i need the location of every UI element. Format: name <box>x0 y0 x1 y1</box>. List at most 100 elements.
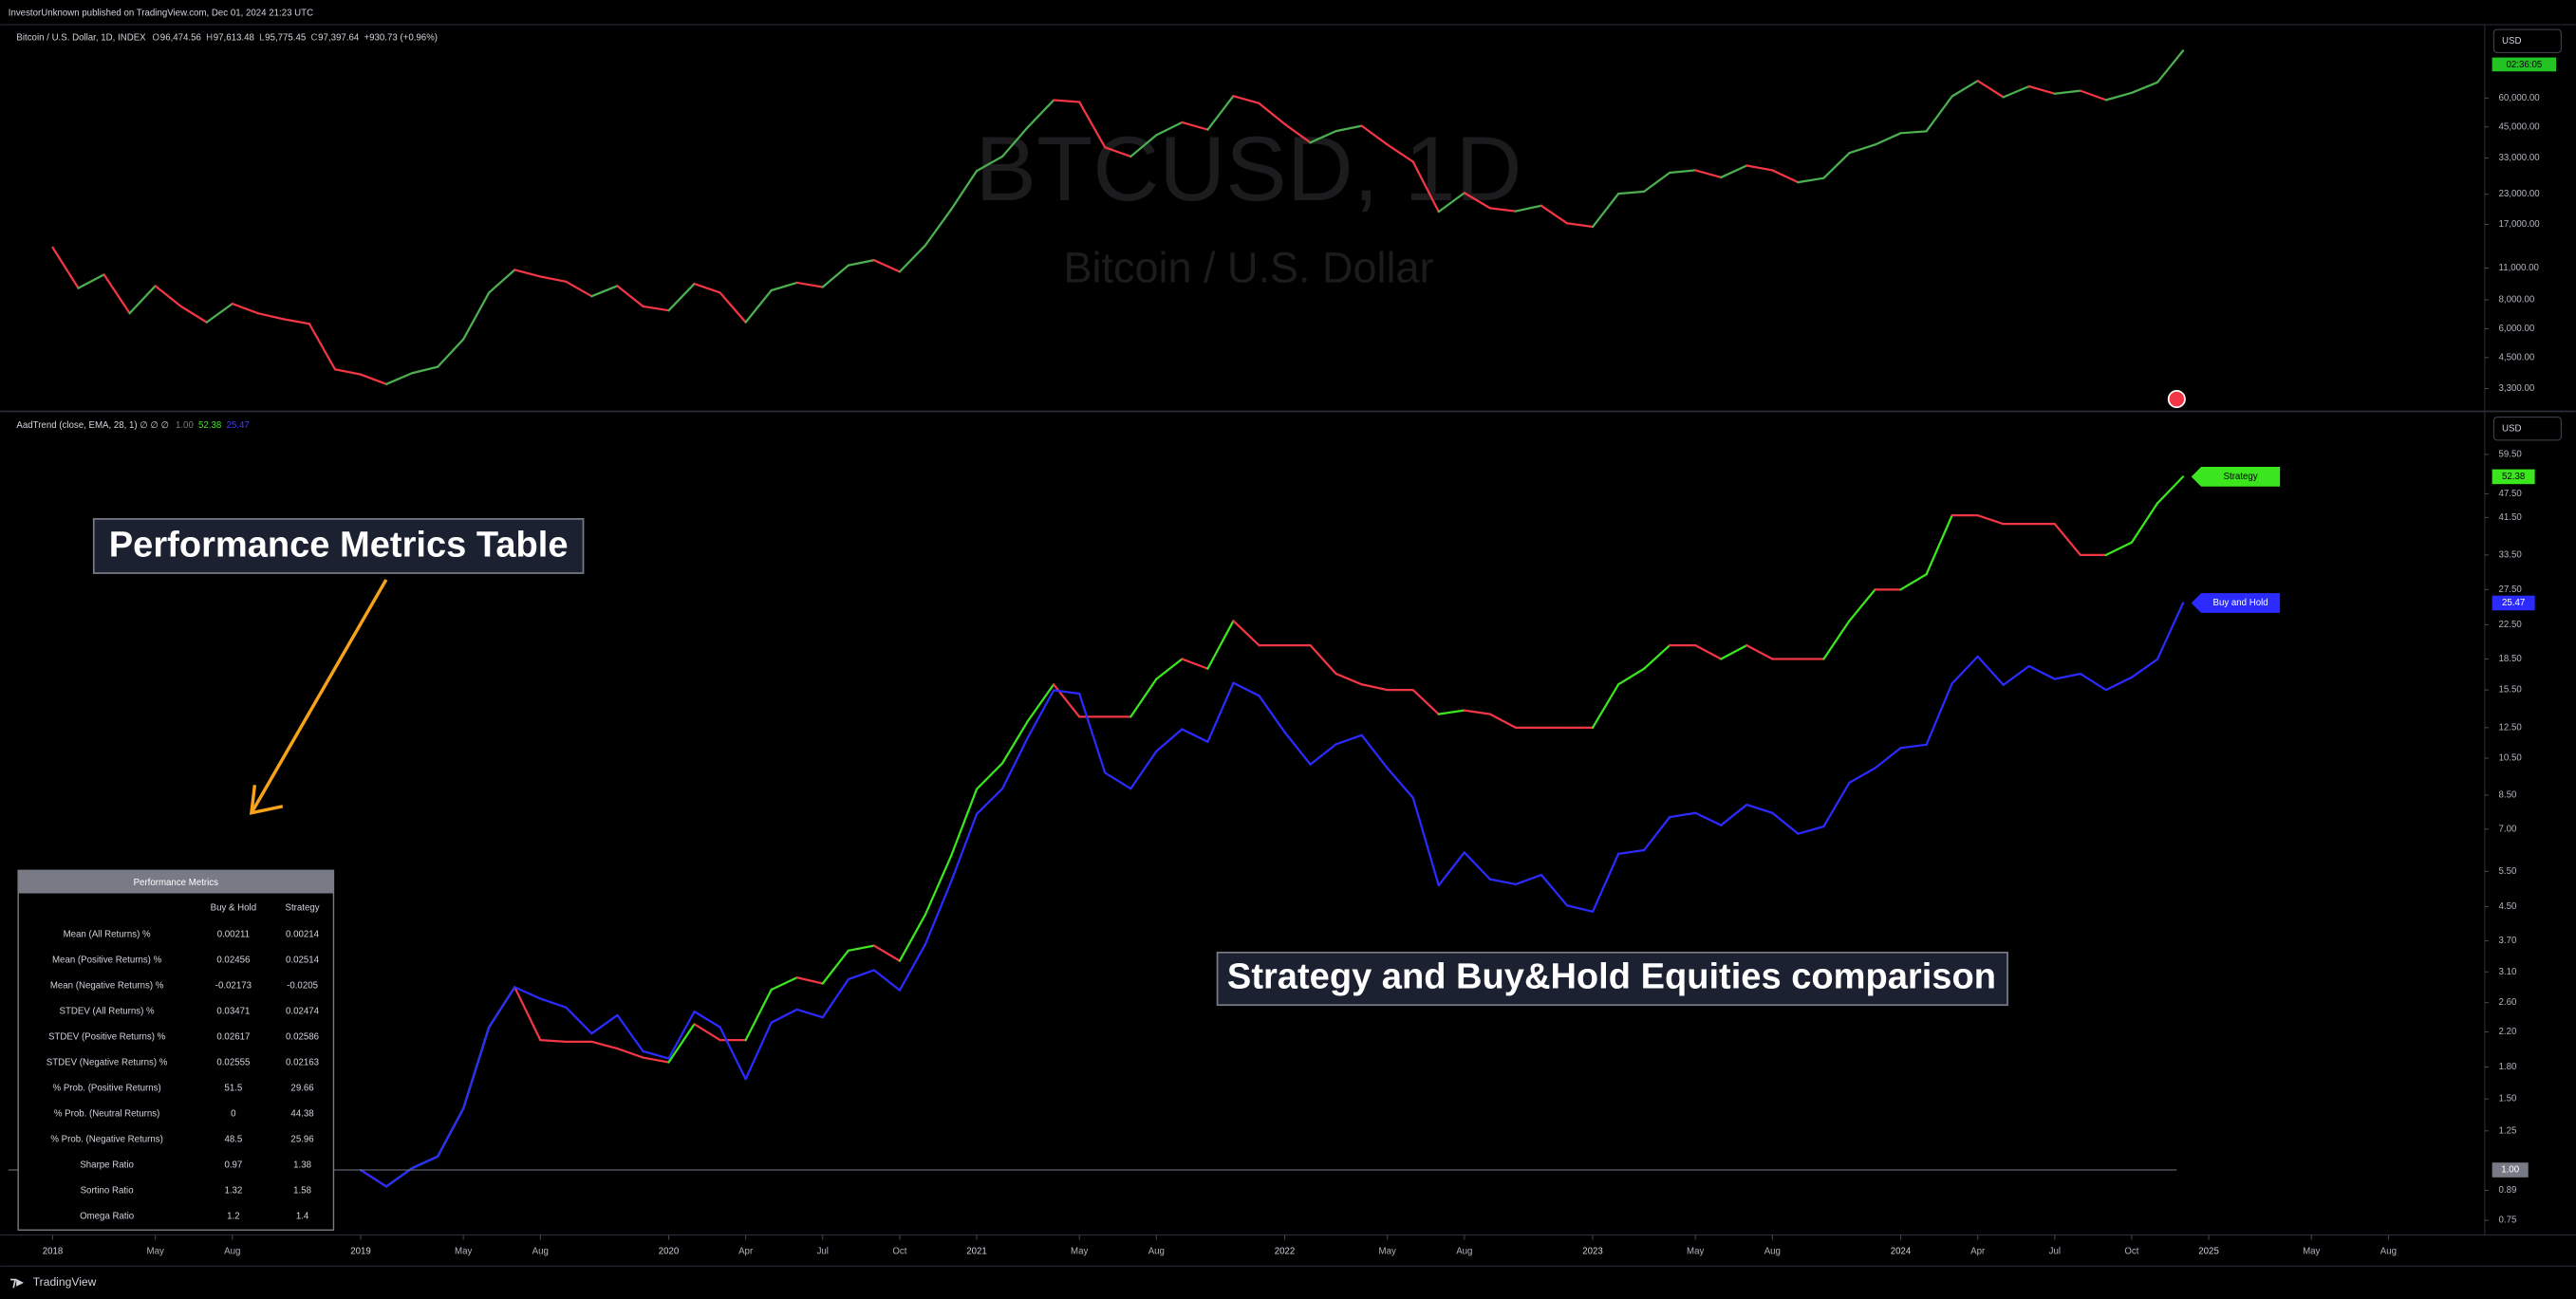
countdown-box <box>2492 57 2557 72</box>
line-segment <box>539 275 568 283</box>
y-tick-label: 2.60 <box>2499 997 2517 1008</box>
x-tick-label: May <box>1687 1246 1704 1256</box>
line-segment <box>179 305 208 324</box>
line-segment <box>1874 132 1902 146</box>
line-segment <box>1848 588 1876 622</box>
y-tick-label: 3.70 <box>2499 936 2517 946</box>
ohlc-value: 97,397.64 <box>318 32 360 43</box>
line-segment <box>642 1056 670 1064</box>
row-label: Omega Ratio <box>80 1211 134 1221</box>
line-segment <box>1488 207 1518 213</box>
legend-value: 25.47 <box>226 420 249 431</box>
ohlc-value: 95,775.45 <box>265 32 306 43</box>
x-tick-label: Aug <box>224 1246 240 1256</box>
x-tick-label: May <box>1379 1246 1396 1256</box>
line-segment <box>975 155 1004 173</box>
line-segment <box>1360 683 1389 692</box>
line-segment <box>2104 676 2134 692</box>
line-segment <box>1232 95 1260 104</box>
legend-title: Bitcoin / U.S. Dollar, 1D, INDEX <box>16 32 146 43</box>
line-segment <box>231 302 259 315</box>
line-segment <box>1899 573 1928 591</box>
line-segment <box>2130 502 2159 544</box>
countdown: 02:36:05 <box>2507 60 2543 70</box>
line-segment <box>333 368 363 376</box>
x-tick-label: Oct <box>2124 1246 2138 1256</box>
currency-box[interactable] <box>2492 28 2562 53</box>
line-segment <box>667 1023 696 1064</box>
cell: 48.5 <box>224 1134 242 1144</box>
line-segment <box>590 1013 619 1035</box>
line-segment <box>1309 643 1337 676</box>
x-tick-label: May <box>147 1246 164 1256</box>
y-tick-label: 59.50 <box>2499 449 2523 459</box>
x-tick-label: Aug <box>1764 1246 1781 1256</box>
line-segment <box>693 282 721 294</box>
line-segment <box>719 291 747 324</box>
x-tick-label: Aug <box>2380 1246 2397 1256</box>
x-tick-label: 2021 <box>966 1246 987 1256</box>
y-tick-label: 33,000.00 <box>2499 153 2541 163</box>
line-segment <box>975 788 1004 816</box>
line-segment <box>1822 152 1851 179</box>
line-segment <box>462 291 491 341</box>
line-segment <box>872 969 902 992</box>
line-segment <box>744 1021 773 1081</box>
series-name: Strategy <box>2224 472 2258 482</box>
line-segment <box>1591 852 1620 913</box>
line-segment <box>1643 643 1671 670</box>
series-tag <box>2191 467 2281 487</box>
line-segment <box>1053 99 1081 103</box>
row-label: STDEV (Positive Returns) % <box>48 1031 166 1042</box>
metrics-table: Performance Metrics Buy & Hold Strategy Me… <box>17 869 335 1232</box>
last-value-label: 25.47 <box>2502 598 2525 608</box>
x-tick-label: 2025 <box>2198 1246 2219 1256</box>
line-segment <box>1335 672 1363 686</box>
annotation: Performance Metrics Table Strategy and B… <box>92 518 2008 1007</box>
row-label: STDEV (Negative Returns) % <box>47 1057 168 1067</box>
line-segment <box>1283 122 1312 144</box>
line-segment <box>1540 204 1569 225</box>
line-segment <box>1129 677 1158 718</box>
row-label: % Prob. (Positive Returns) <box>53 1083 161 1093</box>
line-segment <box>1078 101 1107 149</box>
line-segment <box>795 976 824 985</box>
y-tick-label: 17,000.00 <box>2499 219 2541 230</box>
line-segment <box>1000 735 1030 790</box>
line-segment <box>1411 160 1440 213</box>
line-segment <box>898 244 927 273</box>
currency-box[interactable] <box>2492 417 2562 441</box>
footer: ⁊▸ TradingView <box>9 1273 96 1289</box>
line-segment <box>2104 541 2134 557</box>
line-segment <box>1951 655 1979 685</box>
cell: 0.02514 <box>286 955 320 965</box>
y-tick-label: 18.50 <box>2499 654 2523 664</box>
line-segment <box>1976 655 2005 686</box>
line-segment <box>642 305 670 312</box>
line-segment <box>308 323 337 371</box>
line-segment <box>1591 193 1620 229</box>
cell: 51.5 <box>224 1083 242 1093</box>
line-segment <box>1540 873 1569 907</box>
watermark: BTCUSD, 1D <box>975 117 1521 220</box>
series-name: Buy and Hold <box>2213 598 2268 608</box>
y-tick-label: 60,000.00 <box>2499 93 2541 103</box>
x-tick-label: Apr <box>738 1246 754 1256</box>
line-segment <box>1078 692 1107 774</box>
line-segment <box>2156 49 2185 84</box>
line-segment <box>359 1168 388 1188</box>
line-segment <box>1386 767 1414 799</box>
line-segment <box>1643 171 1671 194</box>
line-segment <box>2053 523 2081 557</box>
line-segment <box>1925 682 1953 746</box>
cell: 1.32 <box>224 1185 242 1196</box>
y-tick-label: 4,500.00 <box>2499 352 2535 362</box>
line-segment <box>1591 683 1620 729</box>
line-segment <box>2053 672 2081 680</box>
x-tick-label: May <box>1071 1246 1088 1256</box>
cell: 0.02163 <box>286 1057 319 1067</box>
event-marker[interactable] <box>2167 390 2186 409</box>
line-segment <box>1104 771 1132 790</box>
line-segment <box>154 285 182 308</box>
